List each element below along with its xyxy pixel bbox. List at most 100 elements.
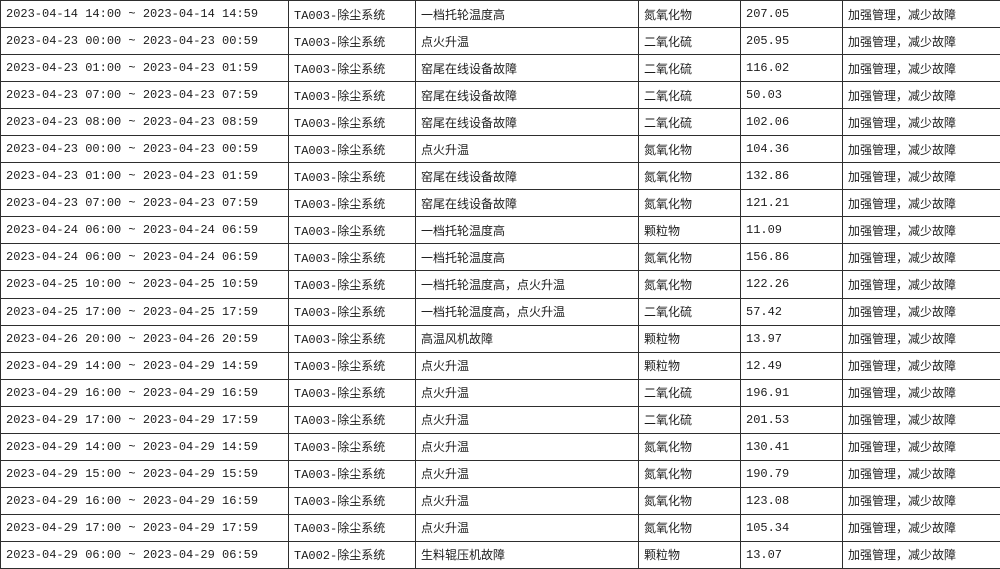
cell-fault: 一档托轮温度高 bbox=[415, 216, 639, 245]
cell-system: TA003-除尘系统 bbox=[288, 189, 416, 218]
cell-fault: 点火升温 bbox=[415, 405, 639, 434]
cell-system: TA003-除尘系统 bbox=[288, 216, 416, 245]
cell-value: 11.09 bbox=[740, 216, 843, 245]
cell-value: 13.07 bbox=[740, 540, 843, 569]
table-row: 2023-04-23 01:00 ~ 2023-04-23 01:59 TA00… bbox=[0, 162, 1000, 191]
cell-system: TA003-除尘系统 bbox=[288, 405, 416, 434]
cell-note: 加强管理，减少故障 bbox=[842, 351, 1000, 380]
cell-note: 加强管理，减少故障 bbox=[842, 27, 1000, 56]
table-row: 2023-04-23 08:00 ~ 2023-04-23 08:59 TA00… bbox=[0, 108, 1000, 137]
cell-fault: 窑尾在线设备故障 bbox=[415, 162, 639, 191]
cell-fault: 一档托轮温度高 bbox=[415, 0, 639, 29]
cell-pollutant: 氮氧化物 bbox=[638, 459, 741, 488]
cell-fault: 一档托轮温度高，点火升温 bbox=[415, 270, 639, 299]
cell-fault: 窑尾在线设备故障 bbox=[415, 54, 639, 83]
cell-fault: 点火升温 bbox=[415, 486, 639, 515]
table-row: 2023-04-24 06:00 ~ 2023-04-24 06:59 TA00… bbox=[0, 216, 1000, 245]
cell-time-range: 2023-04-29 06:00 ~ 2023-04-29 06:59 bbox=[0, 540, 289, 569]
cell-time-range: 2023-04-26 20:00 ~ 2023-04-26 20:59 bbox=[0, 324, 289, 353]
table-row: 2023-04-25 10:00 ~ 2023-04-25 10:59 TA00… bbox=[0, 270, 1000, 299]
table-row: 2023-04-23 07:00 ~ 2023-04-23 07:59 TA00… bbox=[0, 189, 1000, 218]
cell-pollutant: 氮氧化物 bbox=[638, 189, 741, 218]
cell-note: 加强管理，减少故障 bbox=[842, 486, 1000, 515]
cell-fault: 窑尾在线设备故障 bbox=[415, 189, 639, 218]
cell-pollutant: 颗粒物 bbox=[638, 351, 741, 380]
cell-time-range: 2023-04-29 16:00 ~ 2023-04-29 16:59 bbox=[0, 486, 289, 515]
cell-value: 105.34 bbox=[740, 513, 843, 542]
cell-value: 12.49 bbox=[740, 351, 843, 380]
cell-fault: 点火升温 bbox=[415, 135, 639, 164]
cell-fault: 一档托轮温度高，点火升温 bbox=[415, 297, 639, 326]
cell-pollutant: 二氧化硫 bbox=[638, 54, 741, 83]
cell-value: 201.53 bbox=[740, 405, 843, 434]
cell-system: TA003-除尘系统 bbox=[288, 27, 416, 56]
cell-pollutant: 二氧化硫 bbox=[638, 378, 741, 407]
cell-value: 123.08 bbox=[740, 486, 843, 515]
cell-system: TA003-除尘系统 bbox=[288, 0, 416, 29]
cell-system: TA003-除尘系统 bbox=[288, 270, 416, 299]
cell-note: 加强管理，减少故障 bbox=[842, 216, 1000, 245]
cell-pollutant: 二氧化硫 bbox=[638, 108, 741, 137]
table-row: 2023-04-29 06:00 ~ 2023-04-29 06:59 TA00… bbox=[0, 540, 1000, 569]
cell-pollutant: 氮氧化物 bbox=[638, 0, 741, 29]
cell-system: TA003-除尘系统 bbox=[288, 297, 416, 326]
cell-value: 196.91 bbox=[740, 378, 843, 407]
table-row: 2023-04-29 17:00 ~ 2023-04-29 17:59 TA00… bbox=[0, 405, 1000, 434]
cell-value: 13.97 bbox=[740, 324, 843, 353]
cell-note: 加强管理，减少故障 bbox=[842, 540, 1000, 569]
cell-system: TA003-除尘系统 bbox=[288, 108, 416, 137]
cell-pollutant: 氮氧化物 bbox=[638, 486, 741, 515]
cell-value: 116.02 bbox=[740, 54, 843, 83]
cell-fault: 高温风机故障 bbox=[415, 324, 639, 353]
cell-value: 57.42 bbox=[740, 297, 843, 326]
table-row: 2023-04-23 00:00 ~ 2023-04-23 00:59 TA00… bbox=[0, 135, 1000, 164]
cell-pollutant: 氮氧化物 bbox=[638, 432, 741, 461]
cell-system: TA003-除尘系统 bbox=[288, 162, 416, 191]
cell-time-range: 2023-04-23 08:00 ~ 2023-04-23 08:59 bbox=[0, 108, 289, 137]
cell-note: 加强管理，减少故障 bbox=[842, 459, 1000, 488]
cell-pollutant: 颗粒物 bbox=[638, 324, 741, 353]
cell-value: 121.21 bbox=[740, 189, 843, 218]
cell-note: 加强管理，减少故障 bbox=[842, 81, 1000, 110]
table-row: 2023-04-26 20:00 ~ 2023-04-26 20:59 TA00… bbox=[0, 324, 1000, 353]
cell-value: 130.41 bbox=[740, 432, 843, 461]
cell-note: 加强管理，减少故障 bbox=[842, 189, 1000, 218]
cell-time-range: 2023-04-29 15:00 ~ 2023-04-29 15:59 bbox=[0, 459, 289, 488]
cell-value: 207.05 bbox=[740, 0, 843, 29]
cell-system: TA002-除尘系统 bbox=[288, 540, 416, 569]
cell-fault: 点火升温 bbox=[415, 459, 639, 488]
cell-system: TA003-除尘系统 bbox=[288, 378, 416, 407]
cell-pollutant: 二氧化硫 bbox=[638, 81, 741, 110]
cell-note: 加强管理，减少故障 bbox=[842, 405, 1000, 434]
cell-value: 205.95 bbox=[740, 27, 843, 56]
cell-pollutant: 氮氧化物 bbox=[638, 162, 741, 191]
cell-system: TA003-除尘系统 bbox=[288, 432, 416, 461]
cell-time-range: 2023-04-23 07:00 ~ 2023-04-23 07:59 bbox=[0, 81, 289, 110]
cell-note: 加强管理，减少故障 bbox=[842, 108, 1000, 137]
cell-system: TA003-除尘系统 bbox=[288, 486, 416, 515]
cell-time-range: 2023-04-23 01:00 ~ 2023-04-23 01:59 bbox=[0, 54, 289, 83]
cell-system: TA003-除尘系统 bbox=[288, 54, 416, 83]
table-row: 2023-04-29 17:00 ~ 2023-04-29 17:59 TA00… bbox=[0, 513, 1000, 542]
table-row: 2023-04-23 00:00 ~ 2023-04-23 00:59 TA00… bbox=[0, 27, 1000, 56]
table-row: 2023-04-23 07:00 ~ 2023-04-23 07:59 TA00… bbox=[0, 81, 1000, 110]
cell-fault: 点火升温 bbox=[415, 351, 639, 380]
cell-note: 加强管理，减少故障 bbox=[842, 54, 1000, 83]
cell-note: 加强管理，减少故障 bbox=[842, 243, 1000, 272]
cell-time-range: 2023-04-29 16:00 ~ 2023-04-29 16:59 bbox=[0, 378, 289, 407]
table-row: 2023-04-25 17:00 ~ 2023-04-25 17:59 TA00… bbox=[0, 297, 1000, 326]
cell-pollutant: 二氧化硫 bbox=[638, 27, 741, 56]
cell-system: TA003-除尘系统 bbox=[288, 243, 416, 272]
cell-value: 50.03 bbox=[740, 81, 843, 110]
cell-system: TA003-除尘系统 bbox=[288, 351, 416, 380]
cell-time-range: 2023-04-23 07:00 ~ 2023-04-23 07:59 bbox=[0, 189, 289, 218]
cell-time-range: 2023-04-29 14:00 ~ 2023-04-29 14:59 bbox=[0, 351, 289, 380]
cell-pollutant: 二氧化硫 bbox=[638, 405, 741, 434]
cell-note: 加强管理，减少故障 bbox=[842, 378, 1000, 407]
cell-note: 加强管理，减少故障 bbox=[842, 432, 1000, 461]
cell-pollutant: 颗粒物 bbox=[638, 216, 741, 245]
cell-time-range: 2023-04-23 00:00 ~ 2023-04-23 00:59 bbox=[0, 135, 289, 164]
